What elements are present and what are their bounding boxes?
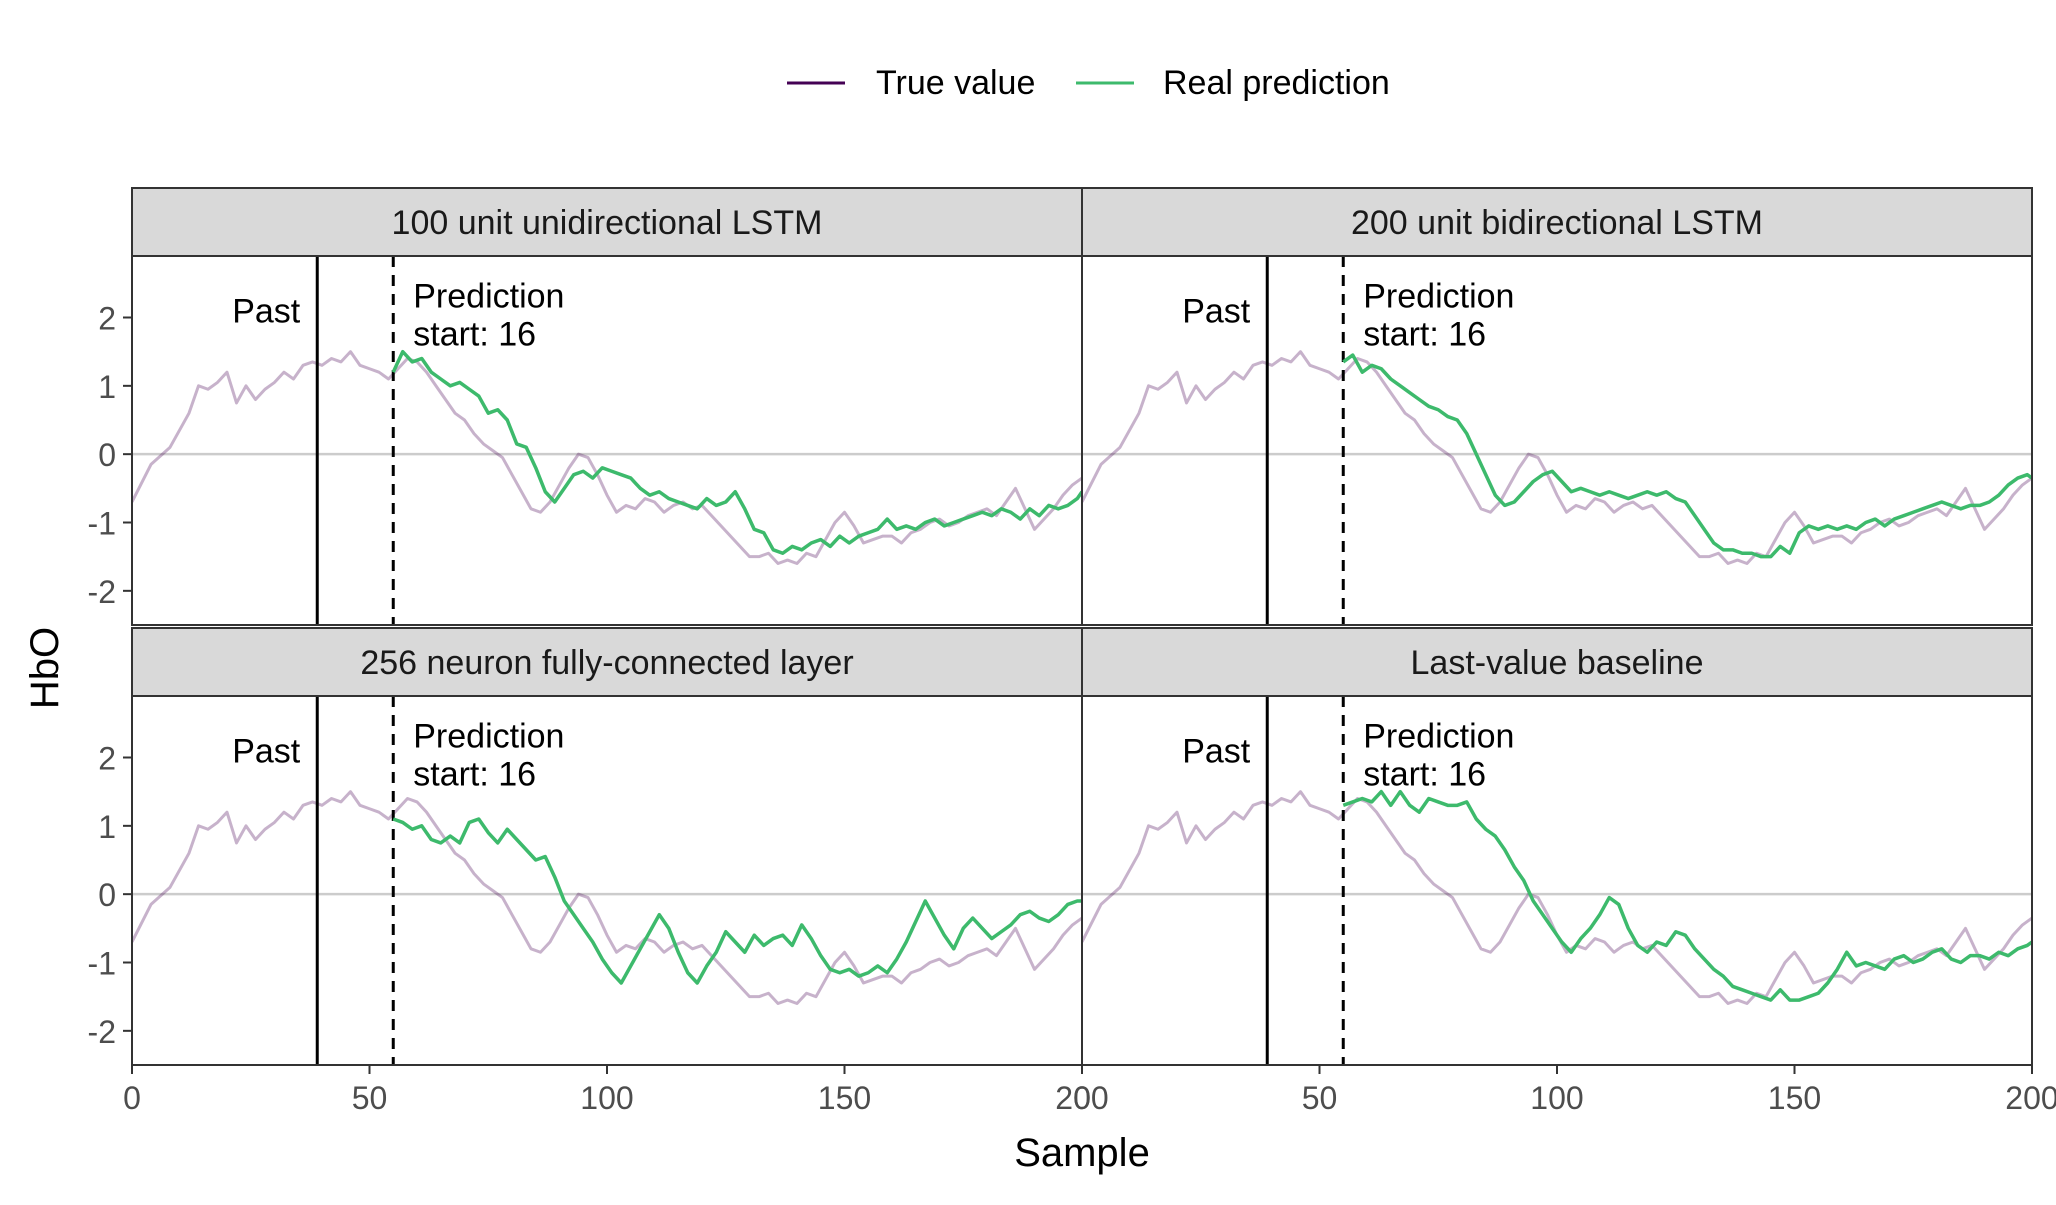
x-tick-label: 150 xyxy=(818,1080,871,1116)
facet-title: 200 unit bidirectional LSTM xyxy=(1351,204,1763,242)
facet-strip xyxy=(131,187,1083,257)
facet-strip xyxy=(1081,187,2033,257)
x-tick-label: 150 xyxy=(1768,1080,1821,1116)
plot-area xyxy=(132,696,1082,1065)
prediction-line xyxy=(391,349,1082,555)
legend-label-real-prediction: Real prediction xyxy=(1163,64,1390,102)
plot-contents xyxy=(1082,256,2032,625)
past-label: Past xyxy=(232,733,301,771)
facet-strip xyxy=(1081,627,2033,697)
facet-title: Last-value baseline xyxy=(1411,644,1704,682)
plot-contents xyxy=(132,696,1082,1065)
x-tick-label: 200 xyxy=(2005,1080,2056,1116)
plot-area xyxy=(132,256,1082,625)
y-tick-label: -2 xyxy=(88,1014,116,1050)
prediction-line xyxy=(1342,353,2032,559)
prediction-line xyxy=(1342,789,2032,1002)
y-tick-label: 0 xyxy=(98,877,116,913)
y-tick-label: 1 xyxy=(98,369,116,405)
y-axis-title: HbO xyxy=(23,627,67,709)
legend-label-true-value: True value xyxy=(876,64,1035,102)
plot-area xyxy=(1082,256,2032,625)
prediction-line xyxy=(392,817,1082,985)
facet-strip xyxy=(131,627,1083,697)
prediction-label-line2: start: 16 xyxy=(413,756,536,794)
y-tick-label: 2 xyxy=(98,301,116,337)
facet-panel: 200 unit bidirectional LSTM Past Predictio… xyxy=(1081,187,2033,626)
legend: True value Real prediction xyxy=(787,64,1390,102)
facet-title: 256 neuron fully-connected layer xyxy=(360,644,853,682)
true-value-line xyxy=(132,790,1082,1005)
y-tick-label: -1 xyxy=(88,946,116,982)
x-tick-label: 100 xyxy=(580,1080,633,1116)
x-tick-label: 100 xyxy=(1530,1080,1583,1116)
facet-panel: 256 neuron fully-connected layer Past Pred… xyxy=(131,627,1083,1066)
prediction-label-line2: start: 16 xyxy=(1363,316,1486,354)
plot-contents xyxy=(1082,696,2032,1065)
x-tick-label: 0 xyxy=(1073,1080,1091,1116)
facet-title: 100 unit unidirectional LSTM xyxy=(392,204,823,242)
y-tick-label: -2 xyxy=(88,574,116,610)
past-label: Past xyxy=(232,293,301,331)
y-tick-label: 1 xyxy=(98,809,116,845)
x-tick-label: 200 xyxy=(1055,1080,1108,1116)
past-label: Past xyxy=(1182,293,1251,331)
x-axis-title: Sample xyxy=(1014,1131,1150,1175)
x-tick-label: 50 xyxy=(352,1080,388,1116)
x-tick-label: 50 xyxy=(1302,1080,1338,1116)
y-tick-label: 0 xyxy=(98,437,116,473)
prediction-label-line1: Prediction xyxy=(413,718,564,756)
panel-border xyxy=(1081,255,2033,626)
true-value-line xyxy=(1082,350,2032,565)
y-tick-label: -1 xyxy=(88,506,116,542)
facet-panel: 100 unit unidirectional LSTM Past Predicti… xyxy=(131,187,1083,626)
facet-panels: 100 unit unidirectional LSTM Past Predicti… xyxy=(131,187,2033,1066)
prediction-label-line1: Prediction xyxy=(413,278,564,316)
plot-area xyxy=(1082,696,2032,1065)
true-value-line xyxy=(132,350,1082,565)
true-value-line xyxy=(1082,790,2032,1005)
facet-panel: Last-value baseline Past Predictionstart: … xyxy=(1081,627,2033,1066)
prediction-label-line2: start: 16 xyxy=(413,316,536,354)
past-label: Past xyxy=(1182,733,1251,771)
x-tick-label: 0 xyxy=(123,1080,141,1116)
plot-contents xyxy=(132,256,1082,625)
prediction-label-line2: start: 16 xyxy=(1363,756,1486,794)
y-tick-label: 2 xyxy=(98,741,116,777)
prediction-label-line1: Prediction xyxy=(1363,718,1514,756)
prediction-label-line1: Prediction xyxy=(1363,278,1514,316)
